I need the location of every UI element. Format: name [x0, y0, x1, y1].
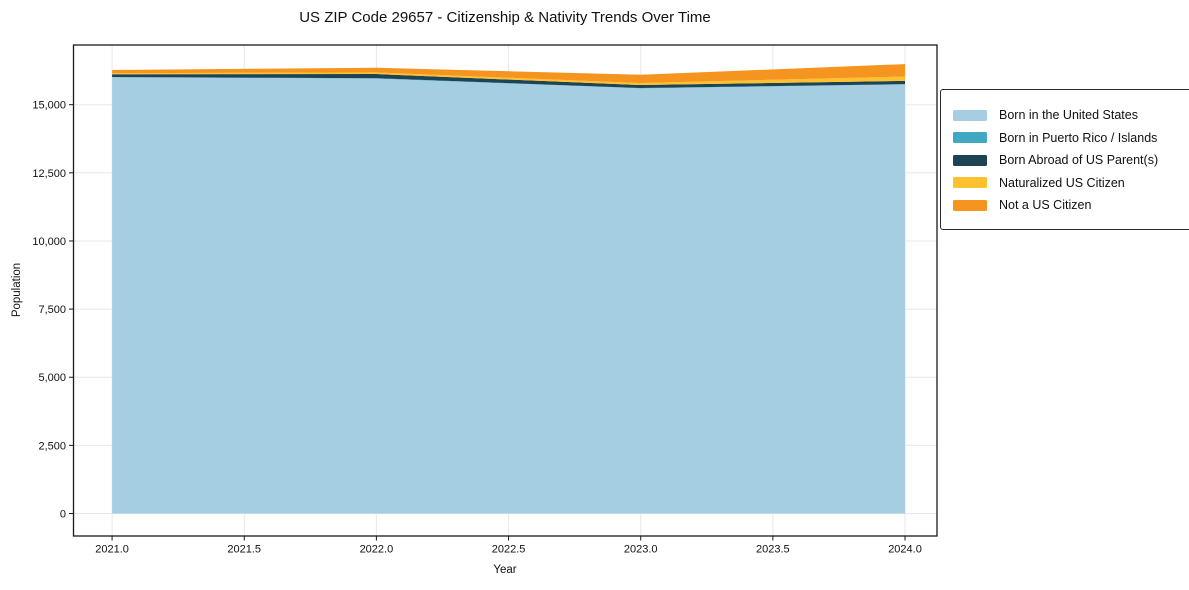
area-not-a-us-citizen [112, 64, 906, 84]
y-tick-label: 10,000 [32, 236, 66, 248]
y-tick-label: 12,500 [32, 168, 66, 180]
legend-item-not-a-us-citizen: Not a US Citizen [953, 194, 1189, 217]
x-tick-label: 2023.0 [624, 544, 658, 556]
y-tick-label: 7,500 [38, 304, 66, 316]
legend-item-naturalized-us-citizen: Naturalized US Citizen [953, 172, 1189, 195]
legend-swatch [953, 132, 987, 144]
x-tick-label: 2022.0 [360, 544, 394, 556]
legend-label: Not a US Citizen [999, 198, 1092, 213]
legend-swatch [953, 177, 987, 189]
area-naturalized-us-citizen [112, 72, 906, 86]
y-tick-label: 15,000 [32, 100, 66, 112]
area-born-in-the-united-states [112, 77, 906, 514]
legend-label: Born in the United States [999, 108, 1138, 123]
y-tick-label: 2,500 [38, 440, 66, 452]
x-tick-label: 2021.5 [227, 544, 261, 556]
legend-label: Born in Puerto Rico / Islands [999, 130, 1158, 145]
legend-item-born-in-the-united-states: Born in the United States [953, 104, 1189, 127]
x-tick-label: 2021.0 [95, 544, 129, 556]
legend-item-born-in-puerto-rico-islands: Born in Puerto Rico / Islands [953, 127, 1189, 150]
y-tick-label: 0 [60, 509, 66, 521]
legend-label: Naturalized US Citizen [999, 175, 1125, 190]
legend-item-born-abroad-of-us-parent-s: Born Abroad of US Parent(s) [953, 149, 1189, 172]
x-tick-label: 2023.5 [756, 544, 790, 556]
x-tick-label: 2024.0 [888, 544, 922, 556]
x-tick-label: 2022.5 [492, 544, 526, 556]
y-tick-label: 5,000 [38, 372, 66, 384]
legend-swatch [953, 154, 987, 166]
x-axis-label: Year [493, 564, 517, 576]
y-axis-label: Population [11, 262, 23, 318]
plot-border [72, 44, 938, 537]
legend-label: Born Abroad of US Parent(s) [999, 153, 1159, 168]
legend-swatch [953, 109, 987, 121]
chart-title: US ZIP Code 29657 - Citizenship & Nativi… [299, 9, 711, 26]
legend-swatch [953, 199, 987, 211]
legend: Born in the United States Born in Puerto … [940, 89, 1189, 230]
area-born-abroad-of-us-parent-s [112, 74, 906, 89]
